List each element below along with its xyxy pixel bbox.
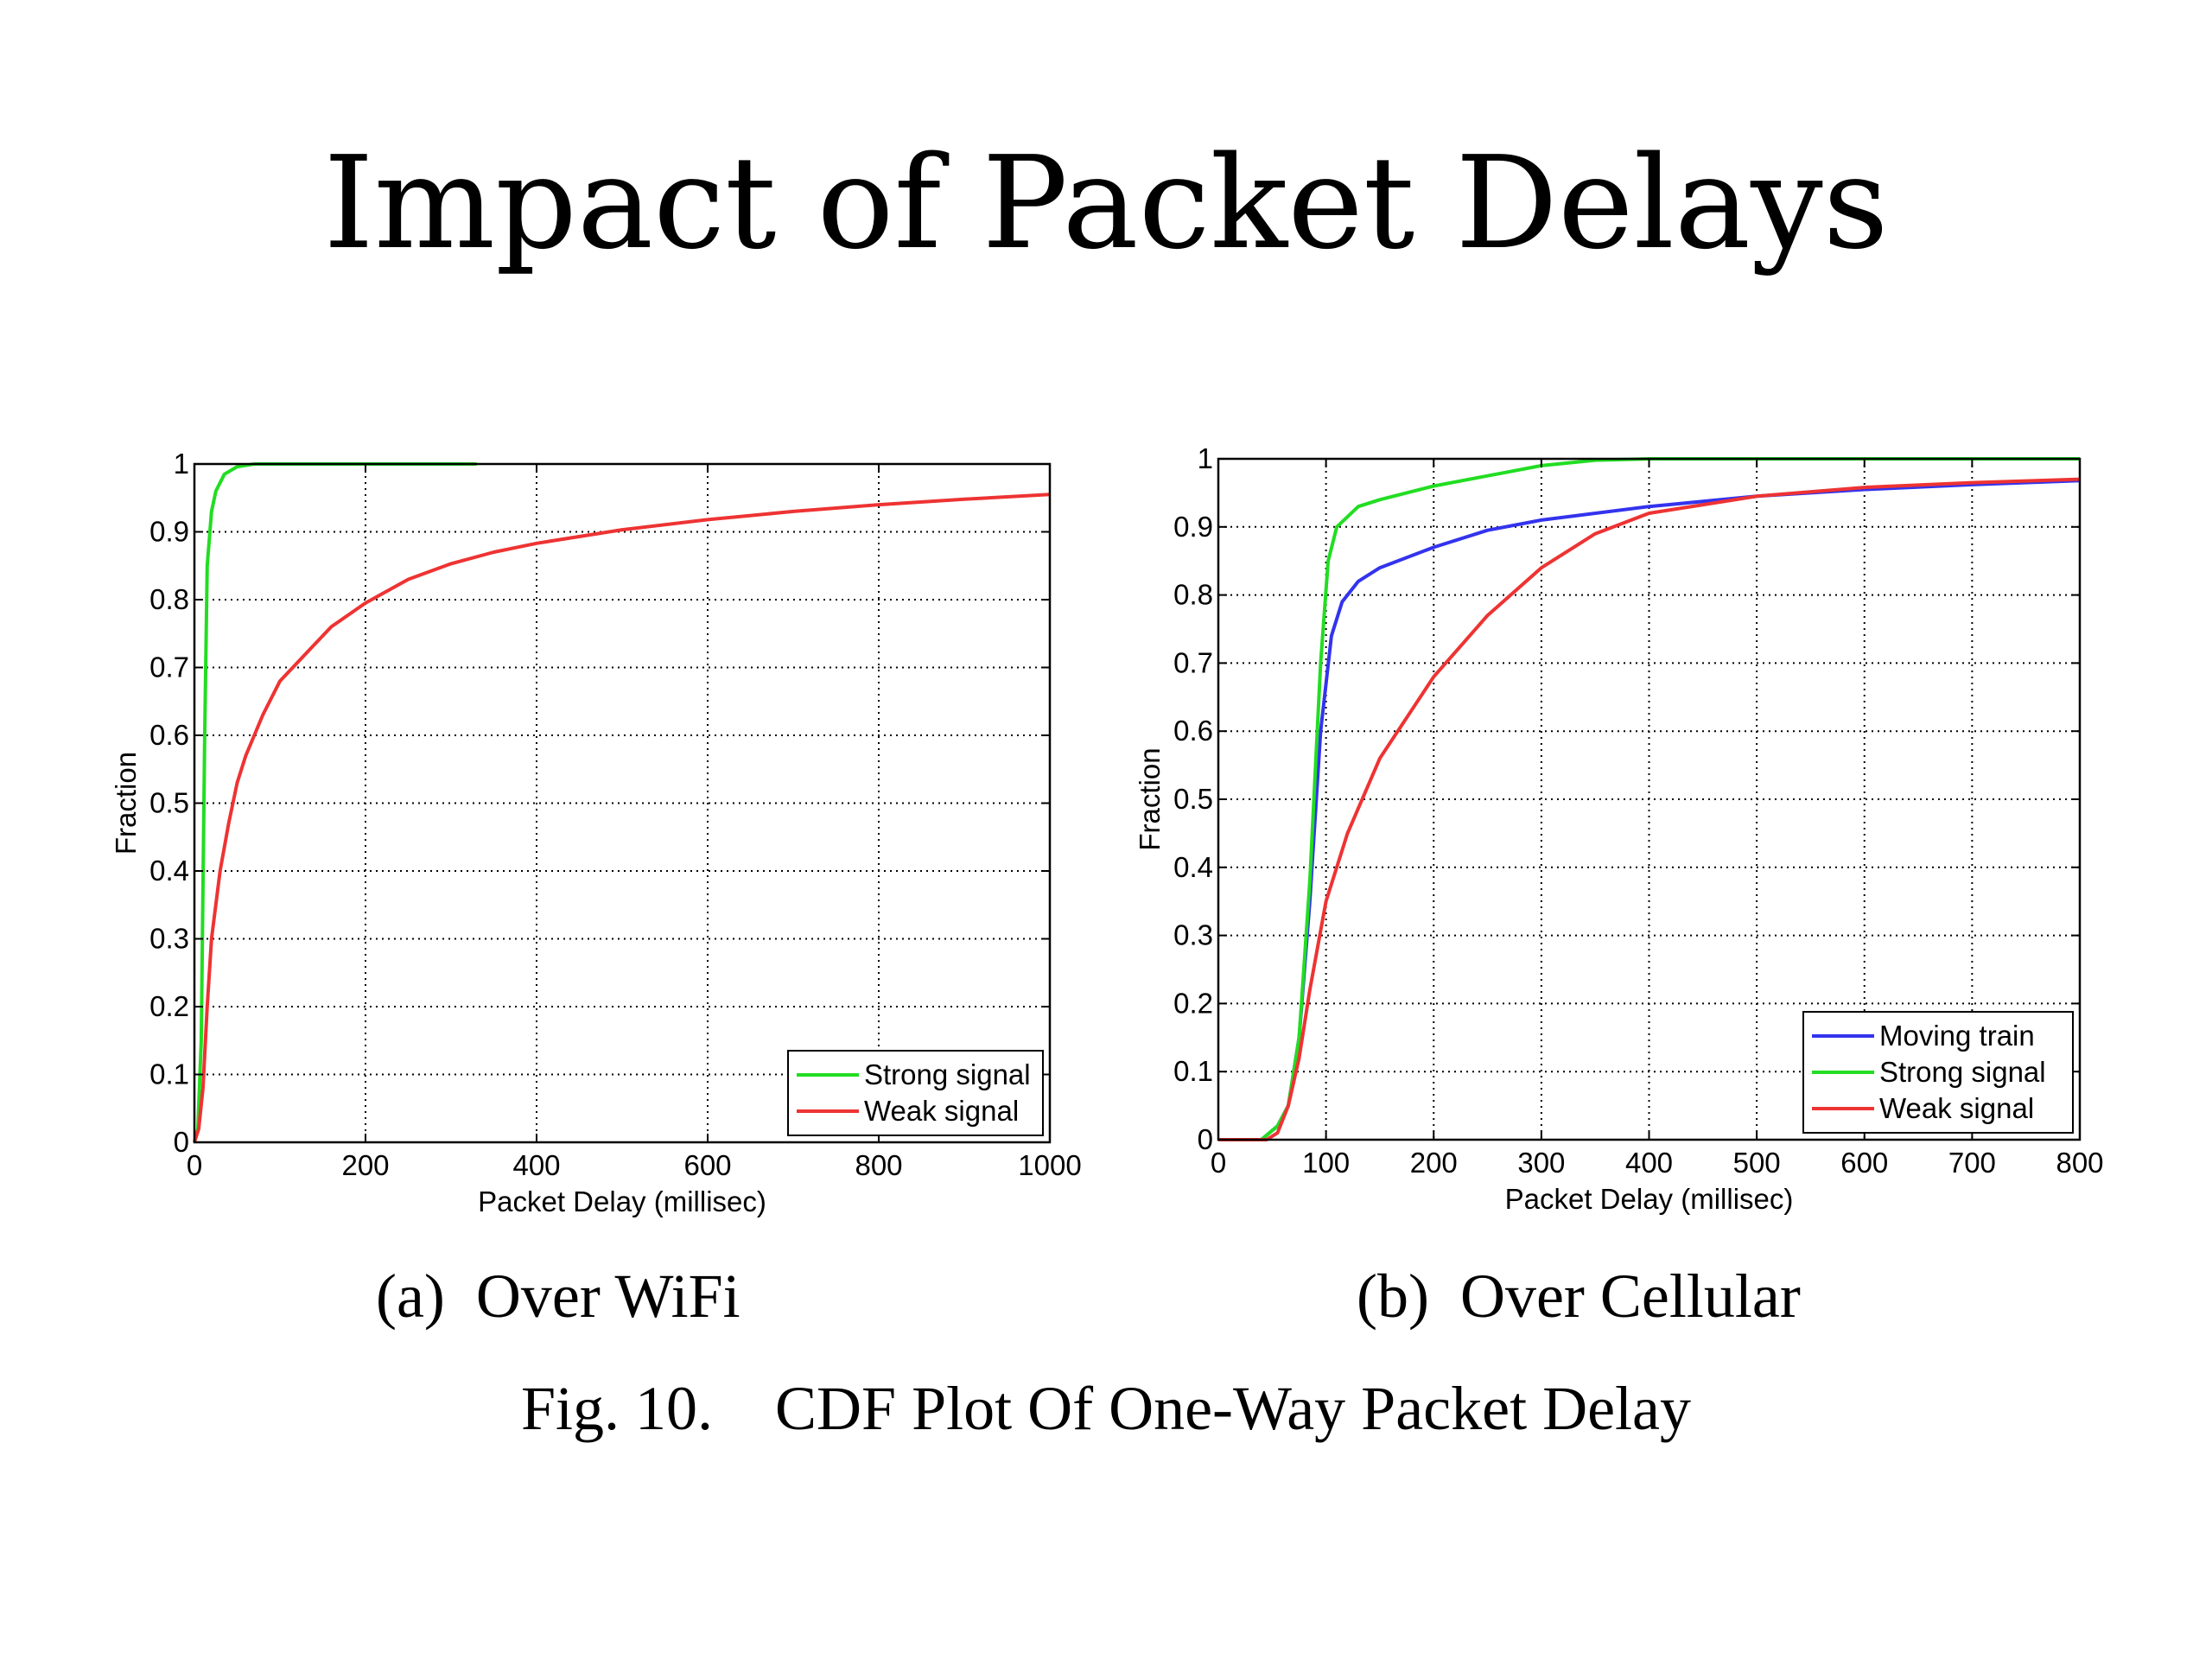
x-tick-label: 700	[1948, 1147, 1996, 1179]
cellular-cdf-plot: 0 100 200 300 400 500 600 700 800 0 0.1 0.2 0.3 0.4 0.…	[1134, 442, 2104, 1215]
y-tick-label: 1	[1198, 442, 1213, 474]
y-tick-label: 0.1	[149, 1058, 189, 1090]
y-tick-label: 0.8	[1173, 579, 1213, 611]
y-tick-label: 0.9	[1173, 511, 1213, 543]
x-tick-label: 800	[2056, 1147, 2103, 1179]
y-tick-label: 0.8	[149, 583, 189, 615]
y-tick-label: 0.4	[149, 855, 189, 887]
x-tick-label: 0	[187, 1149, 202, 1181]
legend-label: Moving train	[1879, 1020, 2035, 1052]
legend: Strong signal Weak signal	[787, 1050, 1044, 1136]
legend-label: Strong signal	[1879, 1056, 2046, 1088]
y-tick-label: 1	[174, 448, 189, 480]
x-axis-label: Packet Delay (millisec)	[1505, 1183, 1794, 1215]
series-line-weak-signal	[193, 493, 1051, 1143]
y-tick-label: 0.2	[1173, 987, 1213, 1019]
y-tick-label: 0.5	[1173, 783, 1213, 815]
y-axis-label: Fraction	[110, 752, 142, 855]
y-tick-label: 0.4	[1173, 851, 1213, 883]
wifi-cdf-chart: 0 200 400 600 800 1000 0 0.1 0.2 0.3 0.4 0.5 0.6 0.7 0…	[95, 428, 1115, 1231]
y-tick-label: 0.9	[149, 516, 189, 548]
slide-title: Impact of Packet Delays	[323, 129, 1889, 277]
x-tick-label: 0	[1211, 1147, 1226, 1179]
y-tick-label: 0.7	[1173, 646, 1213, 678]
y-tick-label: 0.3	[1173, 919, 1213, 951]
figure-caption: Fig. 10. CDF Plot Of One-Way Packet Dela…	[520, 1374, 1692, 1443]
x-tick-label: 300	[1517, 1147, 1565, 1179]
y-tick-label: 0.6	[149, 719, 189, 751]
legend-label: Weak signal	[864, 1095, 1019, 1127]
x-tick-label: 200	[341, 1149, 389, 1181]
y-tick-label: 0.5	[149, 787, 189, 819]
x-tick-label: 500	[1733, 1147, 1781, 1179]
y-tick-label: 0	[174, 1126, 189, 1158]
y-tick-label: 0	[1198, 1123, 1213, 1155]
x-tick-label: 600	[1840, 1147, 1888, 1179]
x-tick-label: 100	[1302, 1147, 1350, 1179]
x-tick-label: 200	[1410, 1147, 1458, 1179]
subcaption-wifi: (a) Over WiFi	[376, 1262, 741, 1331]
x-tick-label: 800	[855, 1149, 902, 1181]
legend-label: Weak signal	[1879, 1092, 2034, 1124]
series-line-weak-signal	[1218, 477, 2081, 1141]
x-axis-label: Packet Delay (millisec)	[478, 1185, 766, 1217]
x-tick-label: 600	[683, 1149, 731, 1181]
y-axis-label: Fraction	[1134, 747, 1166, 850]
legend-box	[787, 1050, 1044, 1136]
y-tick-label: 0.3	[149, 923, 189, 955]
subcaption-cellular: (b) Over Cellular	[1357, 1262, 1801, 1331]
y-tick-label: 0.6	[1173, 715, 1213, 747]
wifi-cdf-plot: 0 200 400 600 800 1000 0 0.1 0.2 0.3 0.4 0.5 0.6 0.7 0…	[110, 448, 1082, 1217]
y-tick-label: 0.1	[1173, 1055, 1213, 1087]
cellular-cdf-chart: 0 100 200 300 400 500 600 700 800 0 0.1 0.2 0.3 0.4 0.…	[1115, 428, 2143, 1231]
legend-label: Strong signal	[864, 1058, 1031, 1090]
x-tick-label: 1000	[1018, 1149, 1081, 1181]
y-tick-label: 0.2	[149, 990, 189, 1022]
y-tick-label: 0.7	[149, 652, 189, 683]
x-tick-label: 400	[512, 1149, 560, 1181]
legend: Moving train Strong signal Weak signal	[1802, 1011, 2074, 1134]
x-tick-label: 400	[1625, 1147, 1673, 1179]
